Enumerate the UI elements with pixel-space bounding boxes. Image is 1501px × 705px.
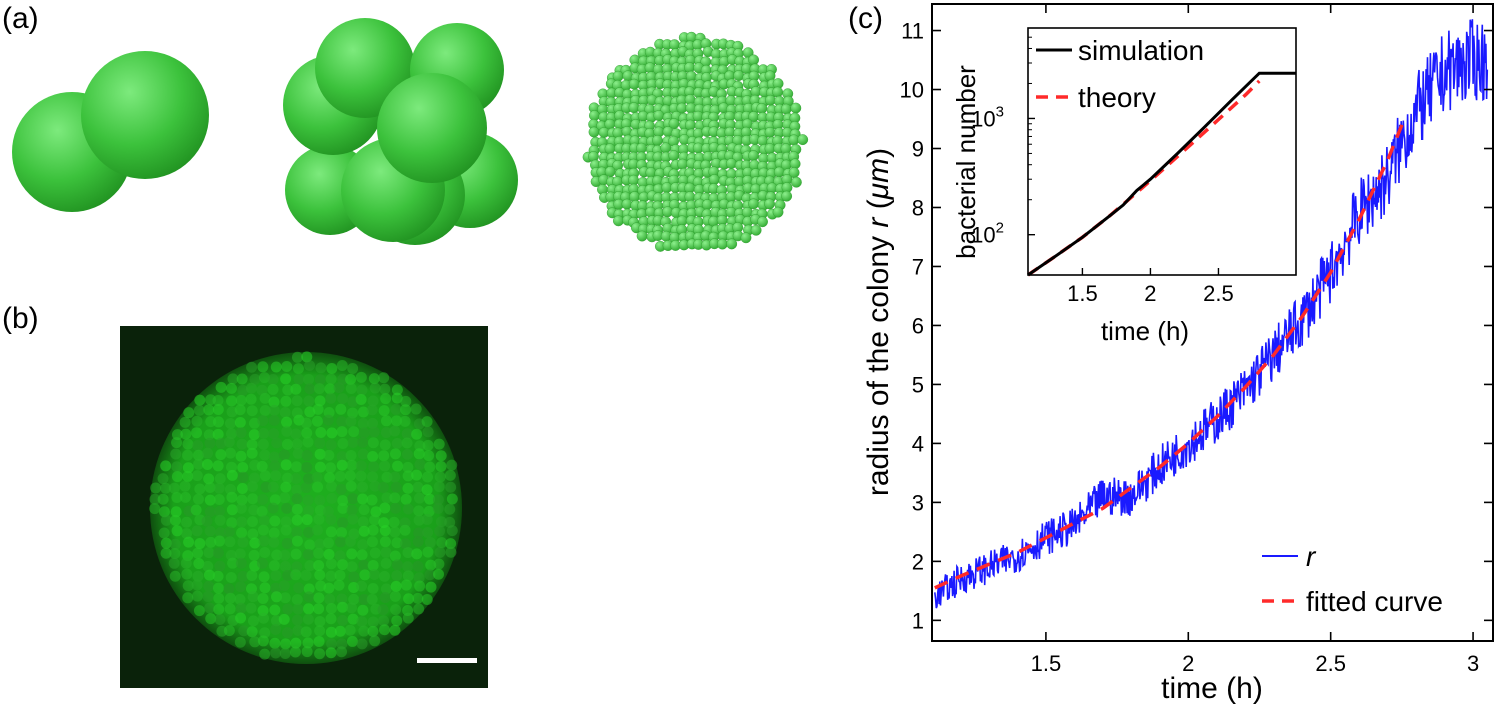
inset-x-tick-label: 2.5 — [1203, 281, 1234, 306]
series-line-fitted-curve — [934, 124, 1404, 590]
y-tick-label: 11 — [901, 19, 924, 44]
y-tick-label: 2 — [912, 549, 924, 574]
inset-x-axis-label: time (h) — [1101, 316, 1189, 346]
y-tick-label: 1 — [912, 608, 924, 633]
plot-frame — [931, 3, 1494, 642]
y-tick-label: 5 — [912, 372, 924, 397]
x-axis-label: time (h) — [1161, 672, 1263, 705]
fluorescence-image — [120, 326, 488, 688]
main-legend: r fitted curve — [1262, 541, 1443, 617]
legend-label-theory: theory — [1078, 82, 1156, 113]
panel-label-a: (a) — [2, 2, 39, 35]
series-line-r — [934, 19, 1489, 609]
inset-background — [1028, 28, 1296, 275]
inset-x-tick-label: 1.5 — [1067, 281, 1098, 306]
sphere-renderings — [12, 18, 809, 252]
y-tick-label: 10 — [900, 78, 924, 103]
legend-label-simulation: simulation — [1078, 35, 1204, 66]
two-cell-cluster — [12, 51, 209, 212]
y-tick-label: 8 — [912, 195, 924, 220]
inset-y-tick-label: 102 — [971, 220, 1004, 248]
y-tick-label: 6 — [912, 313, 924, 338]
legend-label-fit: fitted curve — [1306, 586, 1443, 617]
inset-frame — [1027, 27, 1297, 276]
x-tick-label: 2 — [1182, 651, 1194, 676]
x-tick-label: 2.5 — [1315, 651, 1346, 676]
many-cell-cluster — [582, 31, 809, 252]
panel-label-c: (c) — [848, 2, 883, 35]
inset-x-tick-label: 2 — [1144, 281, 1156, 306]
series-line-simulation — [1027, 71, 1296, 277]
inset-legend: simulation theory — [1036, 35, 1204, 113]
x-tick-label: 1.5 — [1031, 651, 1062, 676]
inset-y-tick-label: 103 — [971, 103, 1004, 131]
eight-cell-cluster — [283, 18, 518, 245]
y-tick-label: 4 — [912, 431, 924, 456]
x-tick-label: 3 — [1467, 651, 1479, 676]
y-tick-label: 3 — [912, 490, 924, 515]
y-axis-label: radius of the colony r (μm) — [862, 148, 895, 496]
scale-bar — [417, 658, 477, 663]
panel-label-b: (b) — [2, 302, 39, 335]
series-line-theory — [1027, 79, 1261, 277]
y-tick-label: 7 — [912, 254, 924, 279]
legend-label-r: r — [1306, 541, 1317, 572]
y-tick-label: 9 — [912, 137, 924, 162]
inset-y-axis-label: bacterial number — [951, 65, 981, 259]
